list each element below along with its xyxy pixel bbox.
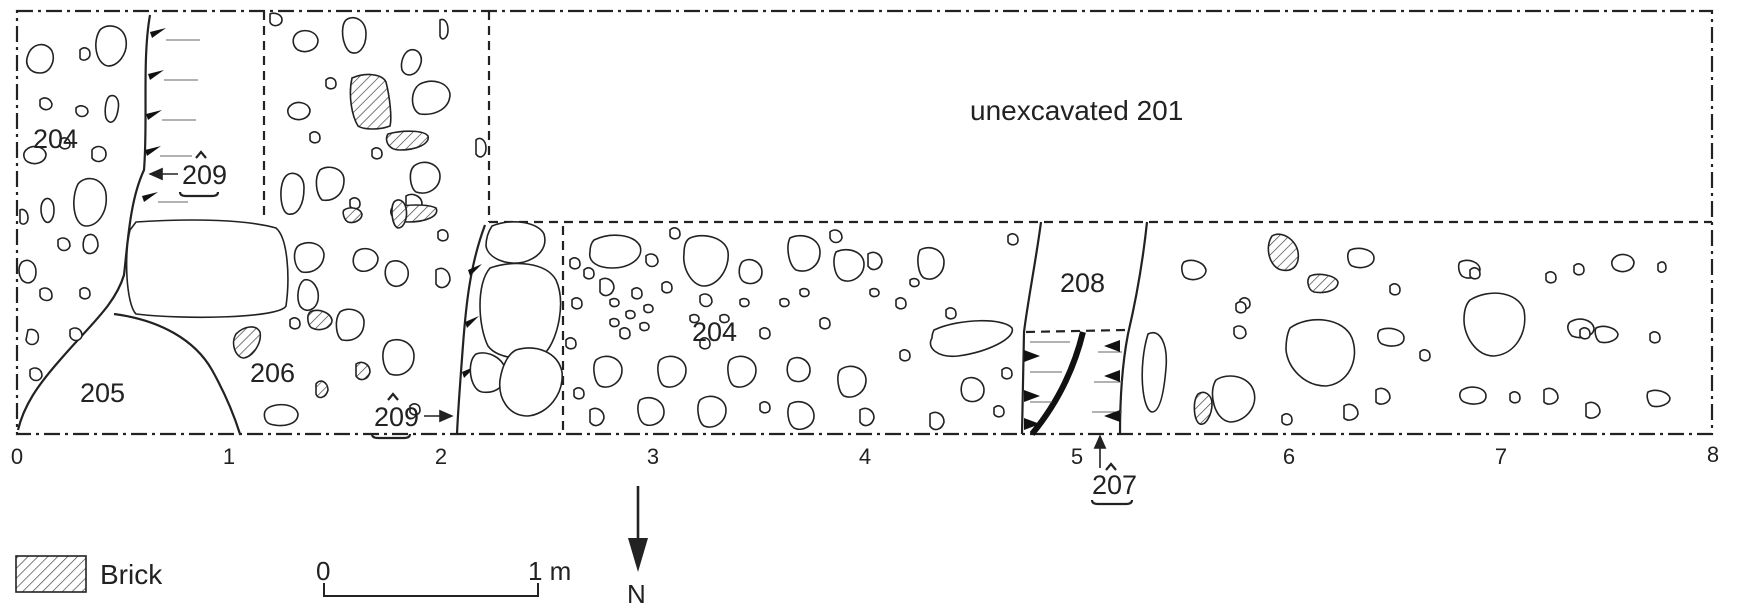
scale-bar-end: 1 m (528, 556, 571, 586)
axis-tick-0: 0 (11, 444, 23, 469)
axis-tick-4: 4 (859, 444, 871, 469)
north-arrow-label: N (627, 579, 646, 607)
stones (18, 12, 1671, 431)
axis-tick-7: 7 (1495, 444, 1507, 469)
unexcavated-label: unexcavated 201 (970, 95, 1183, 126)
hachure-lines (158, 39, 200, 203)
north-arrow: N (627, 486, 648, 607)
cut-207: 207 (1090, 434, 1137, 506)
axis-tick-6: 6 (1283, 444, 1295, 469)
brick-legend-swatch (15, 555, 87, 593)
bricks (232, 73, 1339, 425)
context-208-label: 208 (1060, 268, 1105, 298)
brick-legend-label: Brick (100, 559, 163, 590)
context-labels: unexcavated 201 204 204 205 206 208 (33, 95, 1183, 408)
metre-axis: 0 1 2 3 4 5 6 7 8 (11, 442, 1719, 469)
axis-tick-2: 2 (435, 444, 447, 469)
cut-209-lower: 209 (370, 392, 454, 440)
cut-209-label-lower: 209 (374, 402, 419, 432)
cut-hachures (142, 28, 1120, 430)
scale-bar: 0 1 m (316, 556, 571, 597)
cut-209-label: 209 (182, 160, 227, 190)
cut-209-upper: 209 (148, 150, 227, 198)
context-206-label: 206 (250, 358, 295, 388)
scale-bar-start: 0 (316, 556, 330, 586)
trench-outline (15, 9, 1714, 436)
context-edges (16, 14, 1149, 436)
north-arrow-icon (628, 538, 648, 572)
axis-tick-8: 8 (1707, 442, 1719, 467)
context-204-label: 204 (33, 124, 78, 154)
axis-tick-3: 3 (647, 444, 659, 469)
context-205-label: 205 (80, 378, 125, 408)
cut-207-label: 207 (1092, 470, 1137, 500)
axis-tick-1: 1 (223, 444, 235, 469)
legend: Brick (15, 555, 163, 593)
axis-tick-5: 5 (1071, 444, 1083, 469)
context-204-label-center: 204 (692, 317, 737, 347)
